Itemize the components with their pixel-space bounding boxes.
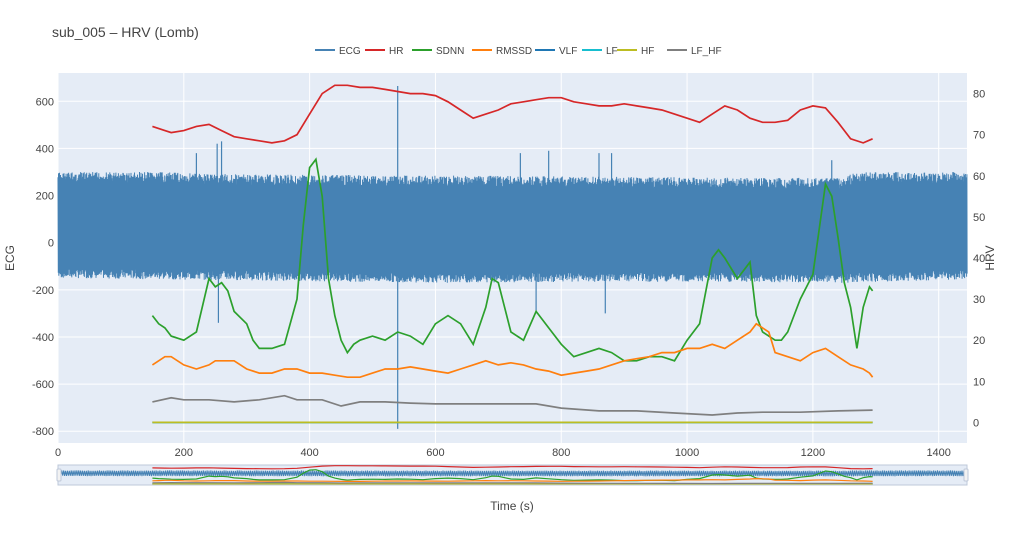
axis-ticks: 0 200 400 600 800 1000 1200 1400-800-600-400-20… (32, 89, 985, 459)
legend-item-lf[interactable]: LF (582, 46, 618, 57)
range-slider-series-sdnn (152, 469, 873, 482)
series-line-lf_hf (152, 394, 873, 416)
x-axis-label: Time (s) (490, 499, 534, 513)
legend-label: HR (389, 46, 403, 57)
legend-label: VLF (559, 46, 577, 57)
y-axis-right-label: HRV (983, 245, 997, 270)
y-right-tick-label: 20 (973, 335, 985, 347)
x-tick-label: 1000 (675, 447, 699, 459)
range-slider-series-hr (152, 465, 873, 470)
x-tick-label: 400 (300, 447, 318, 459)
series-line-hr (152, 84, 873, 144)
legend-item-sdnn[interactable]: SDNN (412, 46, 464, 57)
y-right-tick-label: 80 (973, 89, 985, 101)
y-right-tick-label: 0 (973, 417, 979, 429)
y-left-tick-label: 400 (36, 143, 54, 155)
range-slider[interactable] (56, 464, 969, 486)
y-left-tick-label: -800 (32, 426, 54, 438)
y-left-tick-label: -400 (32, 332, 54, 344)
y-left-tick-label: -200 (32, 285, 54, 297)
legend-item-vlf[interactable]: VLF (535, 46, 577, 57)
series-line-sdnn (151, 157, 874, 362)
legend[interactable]: ECG HR SDNN RMSSD VLF LF HF LF_HF (315, 46, 722, 57)
range-slider-series-rmssd (152, 477, 873, 482)
legend-label: LF_HF (691, 46, 722, 57)
y-axis-left-label: ECG (3, 245, 17, 271)
legend-item-rmssd[interactable]: RMSSD (472, 46, 532, 57)
legend-label: SDNN (436, 46, 464, 57)
range-slider-left-handle[interactable] (56, 468, 62, 482)
series-line-rmssd (151, 322, 874, 379)
series-layer (57, 84, 968, 429)
y-left-tick-label: -600 (32, 379, 54, 391)
y-right-tick-label: 60 (973, 171, 985, 183)
legend-label: RMSSD (496, 46, 532, 57)
y-right-tick-label: 70 (973, 130, 985, 142)
y-left-tick-label: 0 (48, 238, 54, 250)
range-slider-ecg-trace (57, 470, 968, 477)
x-tick-label: 1400 (926, 447, 950, 459)
legend-item-lf_hf[interactable]: LF_HF (667, 46, 722, 57)
y-left-tick-label: 200 (36, 191, 54, 203)
legend-item-hf[interactable]: HF (617, 46, 654, 57)
y-left-tick-label: 600 (36, 96, 54, 108)
legend-item-ecg[interactable]: ECG (315, 46, 361, 57)
legend-label: LF (606, 46, 618, 57)
range-slider-series-lf_hf (152, 481, 873, 485)
y-right-tick-label: 40 (973, 253, 985, 265)
x-tick-label: 800 (552, 447, 570, 459)
legend-item-hr[interactable]: HR (365, 46, 403, 57)
y-right-tick-label: 10 (973, 376, 985, 388)
y-right-tick-label: 50 (973, 212, 985, 224)
ecg-trace (57, 171, 968, 283)
legend-label: ECG (339, 46, 361, 57)
range-slider-right-handle[interactable] (963, 468, 969, 482)
y-right-tick-label: 30 (973, 294, 985, 306)
x-tick-label: 600 (426, 447, 444, 459)
chart-title: sub_005 – HRV (Lomb) (52, 24, 199, 40)
x-tick-label: 200 (175, 447, 193, 459)
x-tick-label: 0 (55, 447, 61, 459)
legend-label: HF (641, 46, 654, 57)
x-tick-label: 1200 (801, 447, 825, 459)
